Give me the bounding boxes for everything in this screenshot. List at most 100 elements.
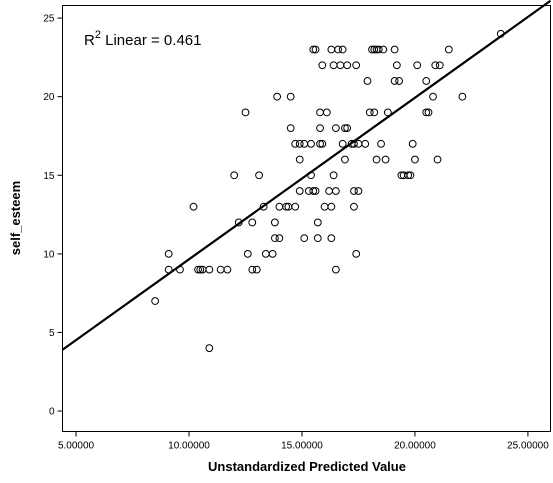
data-point bbox=[194, 265, 202, 274]
data-point bbox=[282, 202, 291, 211]
data-point bbox=[374, 45, 383, 54]
data-point bbox=[196, 265, 205, 274]
data-point bbox=[268, 249, 277, 258]
x-axis-title: Unstandardized Predicted Value bbox=[208, 459, 406, 474]
data-point bbox=[350, 202, 358, 211]
data-point bbox=[275, 234, 284, 243]
data-point bbox=[341, 155, 349, 164]
y-axis-title: self_esteem bbox=[8, 181, 23, 255]
fit-line-layer bbox=[61, 0, 552, 351]
data-point bbox=[309, 187, 318, 195]
data-point bbox=[259, 202, 268, 211]
y-tick-label: 25 bbox=[43, 14, 55, 25]
data-point bbox=[338, 45, 347, 54]
data-point bbox=[379, 45, 388, 54]
data-point bbox=[309, 45, 318, 54]
data-point bbox=[404, 171, 413, 180]
data-point bbox=[435, 61, 444, 70]
data-point bbox=[252, 265, 261, 274]
data-point bbox=[295, 139, 304, 148]
data-point bbox=[338, 139, 347, 148]
data-point bbox=[243, 249, 252, 258]
data-point bbox=[189, 202, 198, 211]
data-point bbox=[334, 45, 343, 54]
data-point bbox=[270, 218, 279, 227]
data-point bbox=[300, 234, 309, 243]
data-point bbox=[318, 139, 327, 148]
data-point bbox=[307, 139, 315, 148]
data-point bbox=[331, 124, 340, 133]
data-point bbox=[395, 77, 404, 85]
data-point bbox=[431, 61, 440, 70]
y-tick-label: 5 bbox=[49, 328, 55, 339]
plot-frame bbox=[62, 5, 551, 432]
data-point bbox=[363, 77, 372, 85]
y-tick-label: 20 bbox=[43, 92, 55, 103]
data-point bbox=[458, 92, 467, 101]
data-point bbox=[341, 124, 349, 133]
data-point bbox=[205, 344, 214, 353]
data-point bbox=[381, 155, 390, 164]
data-point bbox=[365, 108, 374, 117]
data-point bbox=[241, 108, 250, 117]
data-point bbox=[377, 139, 385, 148]
data-point bbox=[270, 234, 279, 243]
data-point bbox=[255, 171, 263, 180]
data-point bbox=[390, 45, 399, 54]
data-point bbox=[390, 77, 399, 85]
data-point bbox=[318, 61, 327, 70]
data-point bbox=[444, 45, 453, 54]
data-point bbox=[248, 265, 257, 274]
x-tick-label: 20.00000 bbox=[394, 441, 436, 452]
data-point bbox=[164, 249, 173, 258]
y-axis: 0 5 10 15 20 25 bbox=[43, 14, 63, 418]
data-point bbox=[286, 124, 295, 133]
x-tick-label: 25.00000 bbox=[507, 441, 549, 452]
data-point bbox=[327, 234, 336, 243]
y-tick-label: 15 bbox=[43, 171, 55, 182]
data-point bbox=[413, 61, 422, 70]
data-point bbox=[291, 202, 300, 211]
data-point bbox=[329, 171, 338, 180]
data-point bbox=[322, 108, 331, 117]
data-point bbox=[291, 139, 300, 148]
data-point bbox=[230, 171, 239, 180]
data-point bbox=[433, 155, 442, 164]
data-point bbox=[370, 45, 379, 54]
data-point bbox=[429, 92, 437, 101]
data-point bbox=[223, 265, 232, 274]
y-tick-label: 0 bbox=[49, 407, 55, 418]
data-point bbox=[352, 61, 361, 70]
data-point bbox=[151, 297, 160, 305]
data-point bbox=[313, 234, 322, 243]
data-point bbox=[331, 187, 340, 195]
data-point bbox=[248, 218, 257, 227]
x-axis: 5.00000 10.00000 15.00000 20.00000 25.00000 bbox=[58, 431, 549, 452]
data-point bbox=[343, 61, 352, 70]
data-point bbox=[316, 124, 324, 133]
data-point bbox=[311, 187, 320, 195]
y-tick-label: 10 bbox=[43, 249, 55, 260]
data-point bbox=[422, 108, 431, 117]
x-tick-label: 10.00000 bbox=[168, 441, 210, 452]
data-point bbox=[311, 45, 320, 54]
data-point bbox=[327, 202, 336, 211]
data-point bbox=[273, 92, 282, 101]
data-point bbox=[361, 139, 370, 148]
data-point bbox=[286, 92, 295, 101]
data-point bbox=[392, 61, 401, 70]
data-point bbox=[372, 155, 381, 164]
data-point bbox=[313, 218, 322, 227]
data-point bbox=[295, 187, 304, 195]
data-point bbox=[316, 139, 324, 148]
data-point bbox=[354, 187, 363, 195]
data-point bbox=[406, 171, 415, 180]
data-point bbox=[422, 77, 431, 85]
x-tick-label: 5.00000 bbox=[58, 441, 95, 452]
data-point bbox=[424, 108, 433, 117]
data-point bbox=[370, 108, 379, 117]
data-point bbox=[343, 124, 352, 133]
data-point bbox=[350, 187, 358, 195]
